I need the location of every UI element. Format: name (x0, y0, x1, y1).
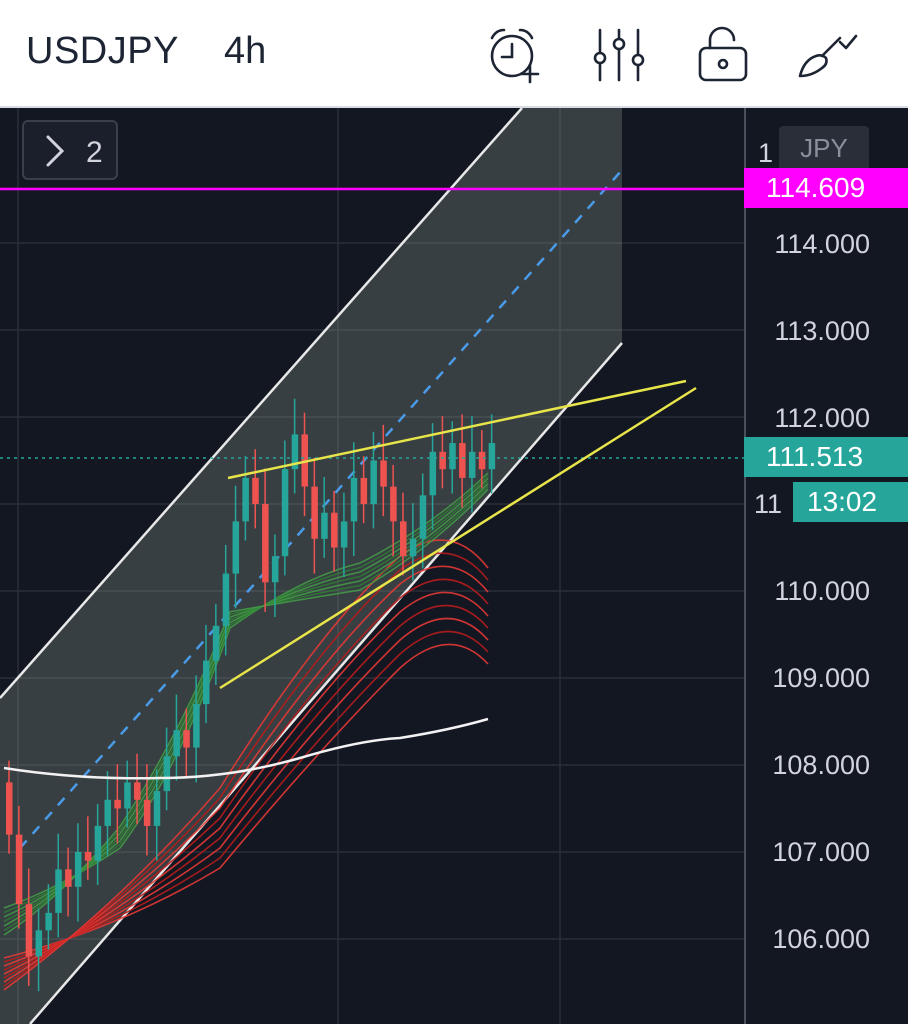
candle-body (360, 477, 368, 504)
candle-body (35, 930, 43, 957)
wedge-lower-line (219, 386, 697, 690)
price-axis-label: 108.000 (772, 750, 870, 780)
candle-body (183, 730, 190, 748)
red-ma-ribbon (3, 539, 489, 991)
candle-body (350, 477, 358, 522)
channel-upper-line (0, 108, 523, 699)
candle-body (153, 791, 161, 826)
indicator-settings-icon[interactable] (588, 24, 648, 84)
red-ma-ribbon (3, 565, 489, 983)
candle-body (84, 852, 92, 861)
channel-fill (0, 108, 622, 1024)
candle-body (232, 521, 240, 574)
candle-body (6, 782, 13, 835)
candle-body (419, 495, 427, 539)
candle-body (222, 573, 230, 626)
candle-body (409, 538, 417, 557)
candle-body (65, 869, 72, 887)
price-axis-label: 113.000 (774, 316, 870, 346)
candle-body (429, 451, 437, 496)
alarm-add-icon[interactable] (484, 24, 544, 84)
price-axis-label-partial: 11 (753, 489, 782, 519)
candle-body (262, 504, 269, 583)
brush-icon[interactable] (796, 24, 858, 84)
indicator-count: 2 (86, 136, 103, 169)
alert-line-price-label[interactable]: 114.609 (744, 168, 908, 208)
candle-body (163, 756, 171, 792)
candle-body (74, 852, 82, 887)
chart-canvas[interactable] (0, 108, 908, 1024)
collapse-indicators-button[interactable]: 2 (22, 120, 118, 180)
red-ma-ribbon (3, 591, 489, 975)
price-axis-label: 107.000 (772, 837, 870, 867)
candle-body (252, 477, 259, 504)
candle-body (104, 799, 111, 826)
candle-body (449, 443, 456, 470)
candle-body (55, 869, 62, 913)
candle-body (134, 782, 141, 800)
candle-body (281, 469, 289, 557)
candle-body (45, 912, 52, 931)
red-ma-ribbon (3, 643, 489, 959)
candle-body (124, 782, 131, 809)
price-axis-label: 114.000 (774, 229, 870, 259)
red-ma-ribbon (3, 578, 489, 979)
green-ma-ribbon (3, 488, 489, 936)
candle-body (94, 825, 102, 861)
candle-body (173, 730, 180, 757)
candle-body (311, 486, 318, 539)
candle-body (468, 451, 476, 478)
symbol-name[interactable]: USDJPY (26, 30, 179, 72)
candle-body (25, 904, 33, 957)
chevron-right-icon (46, 135, 65, 167)
candle-body (380, 460, 387, 487)
candle-body (212, 625, 220, 661)
candle-body (439, 451, 446, 470)
red-ma-ribbon (3, 604, 489, 971)
candle-body (114, 799, 121, 809)
unlock-icon[interactable] (694, 24, 754, 84)
candle-body (193, 704, 200, 748)
candle-body (203, 660, 210, 705)
candle-body (271, 556, 279, 583)
interval-selector[interactable]: 4h (224, 30, 267, 72)
candle-body (291, 434, 299, 470)
price-axis-label: 112.000 (774, 403, 870, 433)
wedge-upper-line (227, 379, 687, 480)
red-ma-ribbon (3, 617, 489, 967)
price-axis-label: 106.000 (772, 924, 870, 954)
last-price-label: 111.513 (744, 437, 908, 477)
candle-body (488, 443, 496, 470)
candle-body (242, 477, 249, 522)
candle-body (331, 512, 338, 548)
price-axis-label: 109.000 (772, 663, 870, 693)
candle-body (478, 451, 486, 470)
candle-body (370, 460, 377, 504)
green-ma-ribbon (3, 472, 489, 909)
candle-body (143, 799, 151, 826)
candle-body (390, 486, 397, 522)
candle-body (340, 521, 348, 548)
price-axis-label: 110.000 (774, 576, 870, 606)
chart-toolbar: USDJPY 4h (0, 0, 908, 108)
candle-body (459, 443, 466, 478)
candle-body (400, 521, 407, 557)
price-axis-label-partial: 1 (757, 138, 773, 168)
candle-body (321, 512, 328, 539)
candle-body (15, 834, 23, 905)
red-ma-ribbon (3, 630, 489, 963)
bar-countdown-label: 13:02 (793, 482, 908, 522)
currency-badge[interactable]: JPY (779, 126, 869, 170)
long-ma-line (3, 717, 489, 780)
price-chart[interactable]: 2 1 JPY 114.609 114.000 113.000 112.000 … (0, 108, 908, 1024)
